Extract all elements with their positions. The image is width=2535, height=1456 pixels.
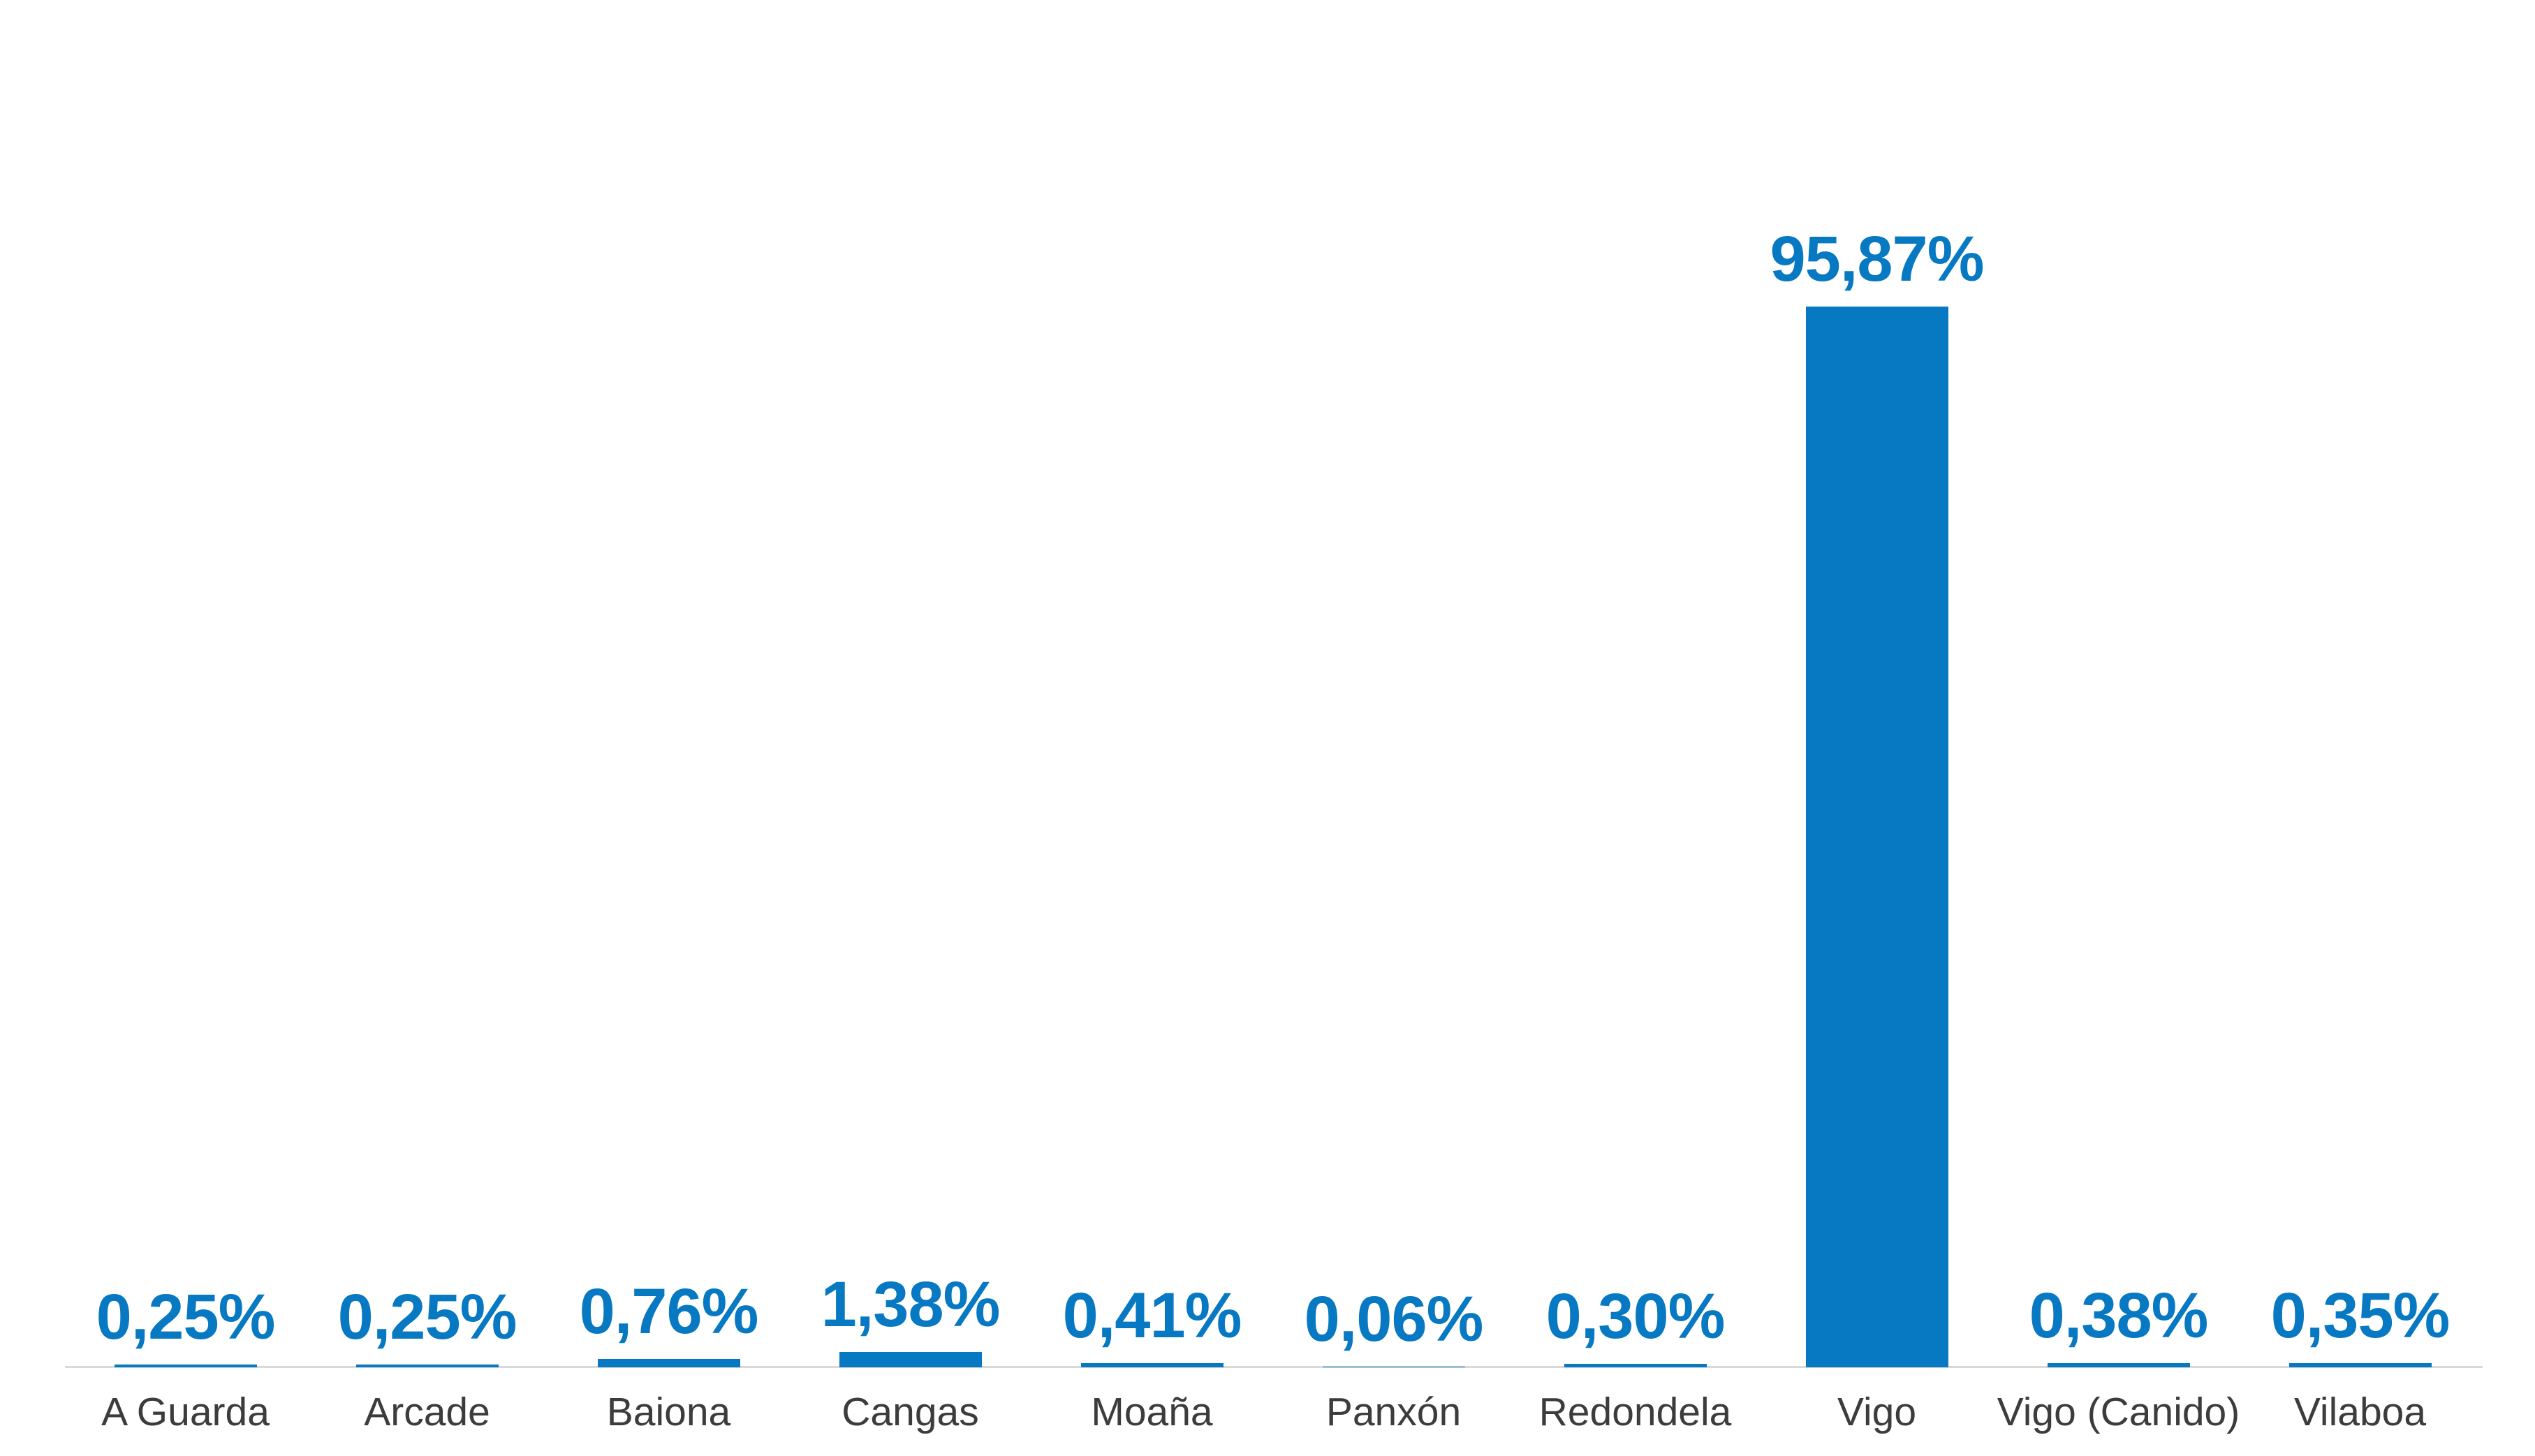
category-label: Vigo [1837,1390,1917,1434]
bar-group: 1,38% Cangas [790,0,1031,1456]
x-axis-line [65,1366,2483,1368]
bar-group: 0,35% Vilaboa [2240,0,2481,1456]
value-label: 0,30% [1545,1281,1726,1352]
bar-group: 0,06% Panxón [1273,0,1515,1456]
value-label: 0,76% [579,1276,759,1347]
value-label: 0,25% [96,1281,276,1353]
value-label: 1,38% [821,1269,1001,1340]
value-label: 0,41% [1062,1280,1242,1351]
bar [839,1352,982,1367]
bar [355,1365,499,1367]
bar [2047,1363,2190,1367]
value-label: 0,38% [2029,1280,2209,1351]
value-label: 0,35% [2270,1280,2450,1351]
category-label: Redondela [1538,1390,1732,1434]
value-label: 95,87% [1770,223,1984,295]
bar [1080,1363,1224,1367]
category-label: Arcade [364,1390,490,1434]
bar-group: 95,87% Vigo [1756,0,1998,1456]
category-label: Vilaboa [2293,1390,2427,1434]
category-label: Panxón [1325,1390,1462,1434]
bar-group: 0,25% A Guarda [65,0,307,1456]
bar-group: 0,38% Vigo (Canido) [1997,0,2240,1456]
bar [1805,307,1948,1367]
bar [114,1365,257,1367]
category-label: Vigo (Canido) [1997,1390,2240,1434]
bar-group: 0,76% Baiona [548,0,790,1456]
category-label: Baiona [606,1390,731,1434]
category-label: A Guarda [101,1390,270,1434]
category-label: Moaña [1091,1390,1213,1434]
bar [2288,1363,2432,1367]
value-label: 0,06% [1304,1284,1484,1355]
category-label: Cangas [842,1390,979,1434]
bar [597,1359,740,1367]
value-label: 0,25% [337,1281,517,1353]
bar [1564,1364,1707,1367]
bar-group: 0,41% Moaña [1031,0,1273,1456]
bar-group: 0,30% Redondela [1515,0,1756,1456]
bar-group: 0,25% Arcade [307,0,548,1456]
